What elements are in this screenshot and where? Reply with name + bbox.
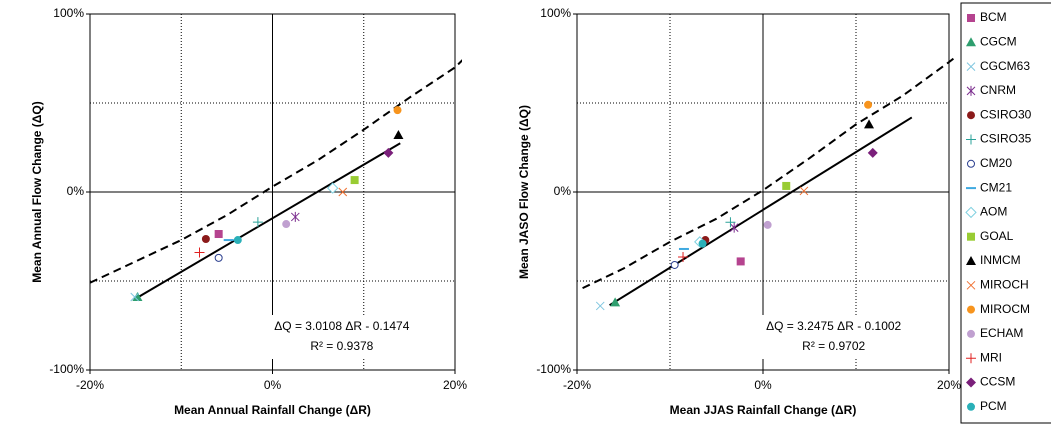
y-tick-label: 0% [554, 184, 572, 198]
equation: ΔQ = 3.0108 ΔR - 0.1474 [274, 319, 409, 333]
data-point [350, 176, 359, 185]
legend-label: AOM [980, 205, 1007, 219]
data-point [782, 181, 791, 190]
y-axis-title: Mean Annual Flow Change (ΔQ) [30, 101, 44, 283]
legend-label: INMCM [980, 253, 1021, 267]
data-point [678, 251, 689, 262]
legend-marker [966, 62, 976, 71]
legend-marker [966, 280, 976, 290]
legend-label: CM21 [980, 180, 1012, 194]
data-point [194, 247, 205, 258]
x-tick-label: 0% [754, 378, 772, 392]
y-tick-label: -100% [536, 362, 571, 376]
legend-marker [967, 402, 975, 411]
legend-label: MIROCM [980, 302, 1030, 316]
data-point [799, 186, 809, 196]
y-tick-label: -100% [49, 362, 84, 376]
data-point [670, 260, 679, 269]
data-point [867, 147, 878, 158]
data-point [864, 100, 873, 109]
data-point [282, 220, 291, 229]
data-point [327, 182, 339, 194]
data-point [383, 147, 394, 158]
data-point [201, 234, 210, 243]
equation: ΔQ = 3.2475 ΔR - 0.1002 [766, 319, 901, 333]
legend-marker [967, 14, 975, 22]
plot-content [90, 59, 462, 302]
legend-marker [966, 37, 976, 47]
legend-marker [966, 85, 976, 96]
data-point [132, 292, 143, 302]
legend-label: PCM [980, 399, 1007, 413]
legend-label: BCM [980, 10, 1007, 24]
legend-label: CSIRO30 [980, 107, 1032, 121]
legend-marker [967, 329, 975, 338]
legend-marker [966, 353, 976, 364]
x-tick-label: -20% [563, 378, 591, 392]
trend-line [135, 142, 401, 300]
plot-content [582, 56, 955, 311]
legend-label: CNRM [980, 83, 1016, 97]
legend-label: MIROCH [980, 277, 1029, 291]
r-squared: R² = 0.9702 [802, 339, 865, 353]
legend-marker [966, 256, 976, 265]
data-point [729, 222, 739, 233]
trend-line [609, 116, 913, 307]
legend-marker [965, 206, 977, 219]
data-point [864, 119, 875, 129]
equation-bg [753, 315, 914, 359]
data-point [595, 301, 605, 311]
data-point [130, 292, 140, 302]
legend-marker [967, 159, 975, 168]
data-point [393, 106, 402, 115]
x-tick-label: 20% [443, 378, 467, 392]
legend-marker [966, 134, 976, 145]
legend-marker [967, 305, 975, 314]
y-tick-label: 0% [67, 184, 85, 198]
legend-label: CSIRO35 [980, 132, 1032, 146]
legend-label: CGCM63 [980, 59, 1030, 73]
data-point [736, 257, 745, 266]
x-tick-label: 20% [937, 378, 961, 392]
y-tick-label: 100% [540, 6, 571, 20]
data-point [763, 220, 772, 229]
data-point [698, 239, 707, 248]
y-axis-title: Mean JASO Flow Change (ΔQ) [517, 105, 531, 279]
reference-curve [582, 56, 955, 290]
legend-marker [966, 377, 976, 388]
legend-label: MRI [980, 350, 1002, 364]
data-point [338, 187, 348, 197]
legend-label: CGCM [980, 34, 1017, 48]
legend-label: GOAL [980, 229, 1014, 243]
x-axis-title: Mean JJAS Rainfall Change (ΔR) [670, 403, 857, 417]
data-point [252, 217, 263, 228]
reference-curve [90, 59, 462, 284]
data-point [610, 297, 621, 307]
x-tick-label: 0% [264, 378, 282, 392]
legend-label: ECHAM [980, 326, 1023, 340]
x-tick-label: -20% [76, 378, 104, 392]
legend-marker [967, 111, 975, 120]
x-axis-title: Mean Annual Rainfall Change (ΔR) [174, 403, 371, 417]
equation-bg [261, 315, 422, 359]
legend-label: CM20 [980, 156, 1012, 170]
y-tick-label: 100% [53, 6, 84, 20]
r-squared: R² = 0.9378 [310, 339, 373, 353]
data-point [233, 236, 242, 245]
data-point [393, 130, 404, 140]
data-point [214, 230, 223, 239]
data-point [214, 253, 223, 262]
legend-marker [967, 232, 975, 241]
data-point [725, 217, 736, 228]
data-point [290, 211, 300, 222]
legend-label: CCSM [980, 375, 1015, 389]
